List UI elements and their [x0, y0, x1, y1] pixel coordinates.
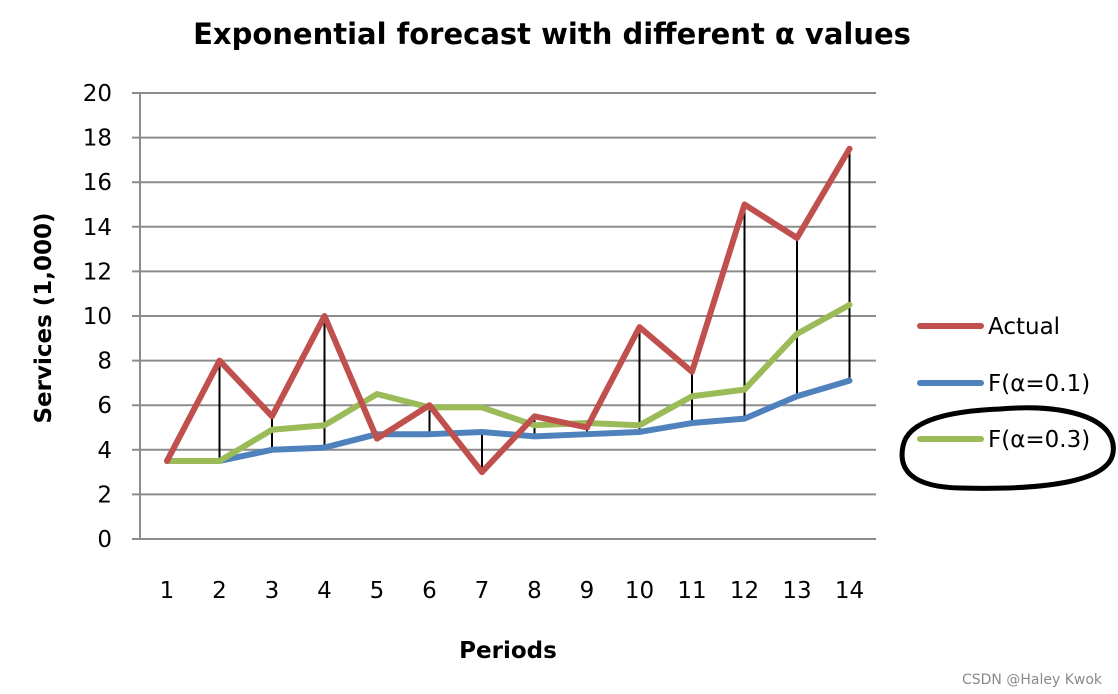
- x-tick-label: 2: [212, 578, 227, 604]
- series-line-f-0-3-: [164, 301, 853, 464]
- legend-label: F(α=0.3): [988, 427, 1090, 453]
- x-tick-label: 12: [730, 578, 759, 604]
- y-tick-labels: 0 2 4 6 8 10 12 14 16 18 20: [83, 81, 112, 553]
- x-tick-label: 11: [677, 578, 706, 604]
- legend-label: Actual: [988, 314, 1060, 340]
- x-tick-label: 5: [370, 578, 385, 604]
- x-tick-label: 8: [527, 578, 542, 604]
- legend-label: F(α=0.1): [988, 371, 1090, 397]
- x-tick-label: 1: [160, 578, 175, 604]
- watermark: CSDN @Haley Kwok: [961, 672, 1102, 688]
- y-tick-label: 18: [83, 126, 112, 152]
- x-tick-label: 6: [422, 578, 437, 604]
- y-tick-label: 16: [83, 170, 112, 196]
- y-tick-label: 4: [97, 438, 112, 464]
- x-tick-label: 14: [835, 578, 864, 604]
- grid-lines: [132, 92, 876, 540]
- y-tick-label: 0: [97, 527, 112, 553]
- y-tick-label: 6: [97, 393, 112, 419]
- y-tick-label: 14: [83, 215, 112, 241]
- y-tick-label: 2: [97, 482, 112, 508]
- y-axis-label: Services (1,000): [31, 212, 57, 423]
- y-tick-label: 12: [83, 259, 112, 285]
- y-tick-label: 20: [83, 81, 112, 107]
- series-line-actual: [164, 145, 853, 476]
- x-tick-label: 4: [317, 578, 332, 604]
- hand-drawn-circle-annotation: [899, 405, 1116, 491]
- x-tick-labels: 1 2 3 4 5 6 7 8 9 10 11 12 13 14: [160, 578, 864, 604]
- series-line-f-0-1-: [164, 377, 853, 464]
- legend: Actual F(α=0.1) F(α=0.3): [917, 314, 1090, 453]
- x-tick-label: 10: [625, 578, 654, 604]
- x-tick-label: 3: [265, 578, 280, 604]
- x-tick-label: 7: [475, 578, 490, 604]
- x-axis-label: Periods: [459, 638, 557, 664]
- x-tick-label: 13: [782, 578, 811, 604]
- x-tick-label: 9: [580, 578, 595, 604]
- series-lines: [164, 145, 853, 476]
- chart-title: Exponential forecast with different α va…: [193, 17, 911, 51]
- y-tick-label: 8: [97, 349, 112, 375]
- y-tick-label: 10: [83, 304, 112, 330]
